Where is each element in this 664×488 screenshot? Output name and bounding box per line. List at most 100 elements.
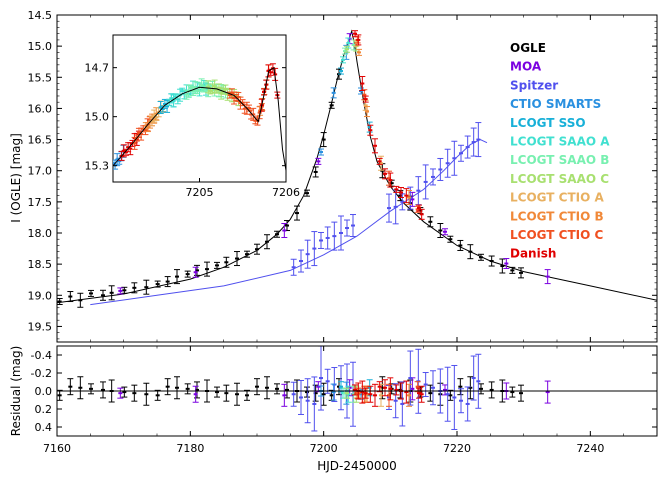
- legend-entry-lcogt-ctio-a: LCOGT CTIO A: [510, 191, 604, 205]
- point-danish: [355, 34, 362, 46]
- residual-spitzer: [290, 381, 297, 407]
- point-spitzer: [437, 157, 444, 181]
- point-ogle: [100, 289, 106, 301]
- residual-y-tick-label: 0.4: [35, 421, 53, 434]
- main-y-axis-label: I (OGLE) [mag]: [9, 133, 23, 223]
- residual-ogle: [254, 378, 260, 396]
- residual-ogle: [57, 389, 63, 401]
- x-tick-label: 7220: [443, 442, 471, 455]
- point-lcogt-ctio-b: [356, 48, 362, 56]
- x-tick-label: 7240: [576, 442, 604, 455]
- point-ogle: [204, 261, 210, 277]
- legend-entry-spitzer: Spitzer: [510, 78, 558, 92]
- main-y-tick-label: 18.5: [28, 258, 53, 271]
- point-danish: [359, 76, 366, 92]
- residual-ogle: [67, 378, 74, 396]
- legend-entry-moa: MOA: [510, 60, 542, 74]
- point-ogle: [121, 286, 128, 294]
- point-spitzer: [430, 168, 436, 186]
- inset-panel: 14.7 15.0 15.3 7205 7206: [85, 34, 300, 199]
- residual-ogle: [478, 383, 484, 395]
- point-spitzer: [399, 193, 406, 211]
- residual-spitzer: [464, 386, 471, 422]
- point-danish: [376, 157, 383, 165]
- point-spitzer: [298, 249, 304, 273]
- point-ogle: [499, 258, 506, 274]
- residual-lcogt-ctio-a: [378, 383, 384, 407]
- point-spitzer: [304, 239, 311, 269]
- legend: OGLE MOA Spitzer CTIO SMARTS LCOGT SSO LCOGT …: [510, 41, 610, 261]
- residual-spitzer: [304, 378, 311, 424]
- residual-ogle: [194, 381, 200, 399]
- point-ogle: [184, 270, 191, 278]
- main-y-tick-label: 17.0: [28, 165, 53, 178]
- point-ogle: [320, 132, 327, 148]
- residual-ogle: [121, 386, 128, 398]
- point-moa: [315, 157, 322, 165]
- residual-ogle: [427, 384, 434, 402]
- residual-ctio-smarts: [330, 383, 337, 401]
- point-spitzer: [344, 219, 350, 237]
- residual-ogle: [223, 384, 230, 402]
- residual-lcogt-sso: [366, 379, 373, 397]
- point-ogle: [488, 255, 495, 267]
- point-moa: [544, 269, 551, 285]
- residual-ogle: [100, 381, 106, 399]
- point-ogle: [304, 189, 310, 197]
- point-danish: [403, 188, 410, 204]
- legend-entry-lcogt-ctio-c: LCOGT CTIO C: [510, 228, 603, 242]
- residual-ogle: [154, 389, 161, 401]
- point-ctio-smarts: [330, 87, 337, 99]
- point-danish: [393, 185, 400, 193]
- point-moa: [503, 258, 510, 270]
- point-danish: [372, 138, 378, 154]
- residual-danish: [367, 385, 374, 403]
- residual-spitzer: [298, 379, 304, 415]
- residual-lcogt-ctio-c: [354, 387, 361, 399]
- residual-spitzer: [444, 366, 451, 422]
- point-ogle: [214, 261, 220, 269]
- residual-moa: [544, 380, 551, 404]
- residual-danish: [352, 384, 358, 396]
- residual-lcogt-saao-c: [344, 387, 350, 399]
- point-moa: [192, 266, 199, 278]
- point-ogle: [174, 269, 180, 285]
- residual-lcogt-saao-a: [345, 385, 352, 403]
- point-ogle: [77, 292, 84, 308]
- residual-ogle: [164, 378, 171, 396]
- residual-y-tick-label: -0.4: [31, 349, 52, 362]
- residual-ogle: [244, 389, 250, 401]
- residual-spitzer: [318, 346, 324, 411]
- residual-ogle: [509, 386, 516, 398]
- point-lcogt-saao-a: [340, 56, 346, 64]
- point-ogle: [478, 253, 484, 261]
- point-spitzer: [422, 164, 429, 200]
- point-danish: [387, 172, 394, 188]
- point-ogle: [328, 101, 335, 109]
- point-spitzer: [311, 231, 318, 267]
- residual-spitzer: [399, 381, 406, 427]
- point-ogle: [437, 223, 444, 239]
- point-spitzer: [318, 231, 324, 249]
- main-y-tick-label: 14.5: [28, 9, 53, 22]
- residual-ogle: [447, 389, 454, 401]
- x-axis: 7160 7180 7200 7220 7240: [43, 15, 624, 455]
- point-ogle: [88, 289, 94, 297]
- main-y-tick-label: 17.5: [28, 196, 53, 209]
- main-y-tick-label: 19.0: [28, 289, 53, 302]
- point-ogle: [244, 250, 250, 258]
- point-lcogt-saao-c: [344, 45, 350, 53]
- point-ogle: [154, 280, 161, 288]
- point-ogle: [294, 205, 300, 221]
- legend-entry-lcogt-saao-b: LCOGT SAAO B: [510, 153, 609, 167]
- inset-y-tick-label: 15.0: [85, 111, 110, 124]
- x-tick-label: 7180: [176, 442, 204, 455]
- legend-entry-ogle: OGLE: [510, 41, 546, 55]
- residual-danish: [362, 387, 369, 399]
- residual-ogle: [143, 382, 150, 406]
- point-spitzer: [324, 226, 331, 250]
- legend-entry-lcogt-ctio-b: LCOGT CTIO B: [510, 209, 604, 223]
- main-y-tick-label: 16.0: [28, 102, 53, 115]
- point-spitzer: [350, 214, 356, 238]
